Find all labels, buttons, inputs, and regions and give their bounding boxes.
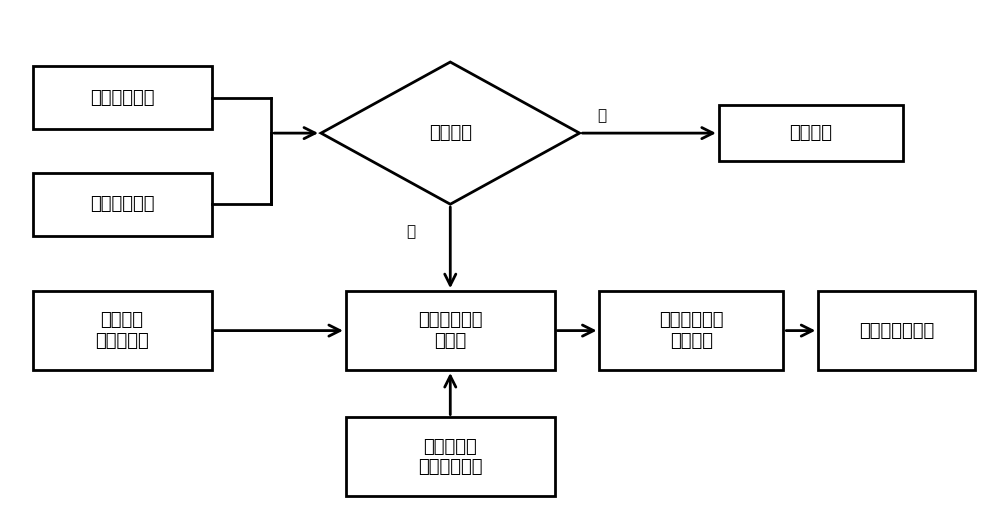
Text: 制动意图模糊
识别器: 制动意图模糊 识别器 [418,311,483,350]
Text: 是否制动: 是否制动 [429,124,472,142]
FancyBboxPatch shape [346,417,555,497]
FancyBboxPatch shape [346,291,555,370]
Text: 否: 否 [597,108,607,123]
Text: 自由滑行: 自由滑行 [789,124,832,142]
Polygon shape [321,62,580,204]
FancyBboxPatch shape [33,66,212,129]
FancyBboxPatch shape [33,173,212,236]
Text: 加速踏板位移: 加速踏板位移 [90,89,154,106]
FancyBboxPatch shape [818,291,975,370]
Text: 制动踏板位移: 制动踏板位移 [90,195,154,213]
Text: 制动踏板
位移变化率: 制动踏板 位移变化率 [95,311,149,350]
Text: 制动紧急程度
制动强度: 制动紧急程度 制动强度 [659,311,724,350]
Text: 是: 是 [406,224,415,239]
Text: 驾驶员踏板深度: 驾驶员踏板深度 [859,322,934,339]
FancyBboxPatch shape [719,105,903,161]
FancyBboxPatch shape [599,291,783,370]
Text: 隶属函数及
模糊控制规则: 隶属函数及 模糊控制规则 [418,438,483,476]
FancyBboxPatch shape [33,291,212,370]
